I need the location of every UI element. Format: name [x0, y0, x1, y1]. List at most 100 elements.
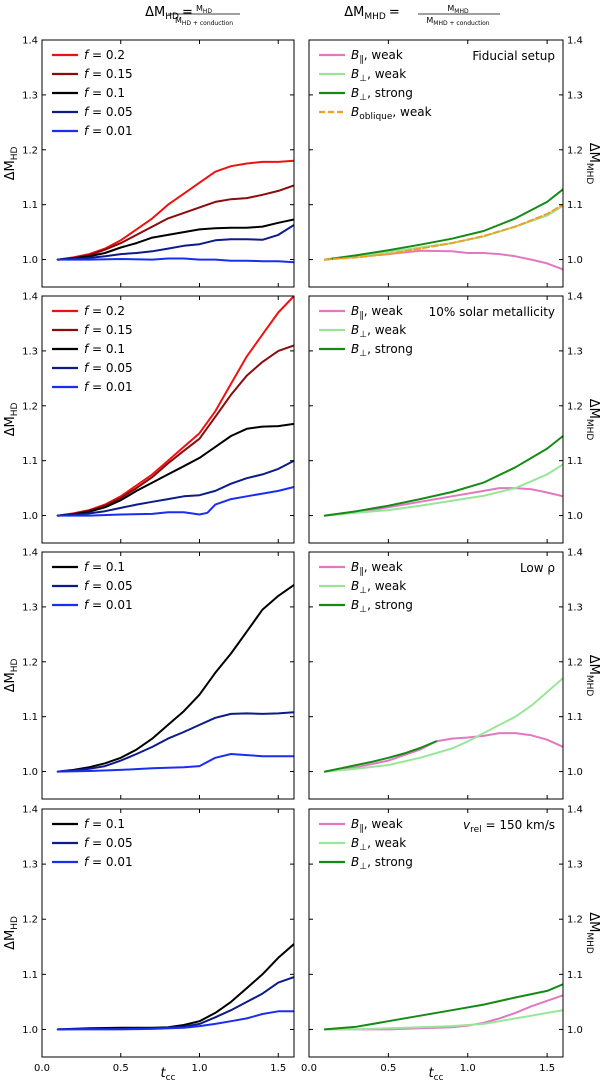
legend-label-0: f = 0.1: [84, 817, 125, 831]
series-line-2: [323, 188, 563, 261]
panel-annotation: Fiducial setup: [472, 49, 555, 63]
legend-label-1: B⊥, weak: [351, 579, 406, 596]
y-tick-label: 1.0: [567, 1025, 583, 1036]
series-line-3: [323, 203, 563, 261]
svg-text:MMHD: MMHD: [447, 4, 469, 15]
y-tick-label: 1.4: [22, 805, 38, 816]
panel-row3-left: 1.0 1.1 1.2 1.3 1.4 ΔMHD f = 0.1 f = 0.05 f = 0.…: [3, 548, 295, 800]
x-tick-label: 1.5: [270, 1063, 286, 1074]
y-tick-label: 1.4: [567, 805, 583, 816]
left-title-fraction: MHD MHD + conduction: [168, 4, 240, 27]
panel-annotation: Low ρ: [520, 561, 555, 575]
x-tick-label: 1.0: [460, 1063, 476, 1074]
x-tick-label: 0.5: [380, 1063, 396, 1074]
legend-label-2: f = 0.1: [84, 86, 125, 100]
right-column-title: ΔMMHD =: [344, 5, 399, 22]
legend-label-3: f = 0.05: [84, 361, 133, 375]
y-tick-label: 1.4: [22, 548, 38, 559]
axes-frame: [308, 551, 564, 800]
right-title-num: M: [447, 4, 454, 13]
x-tick-label: 0.0: [34, 1063, 50, 1074]
y-tick-label: 1.4: [567, 292, 583, 303]
y-tick-label: 1.1: [22, 970, 38, 981]
legend-label-2: B⊥, strong: [351, 598, 413, 615]
series-line-1: [56, 711, 294, 773]
series-line-0: [56, 159, 294, 261]
axes-frame: [41, 551, 295, 800]
right-title-eq: =: [389, 5, 400, 20]
y-tick-label: 1.0: [22, 511, 38, 522]
x-tick-label: 1.5: [539, 1063, 555, 1074]
panels: 1.0 1.1 1.2 1.3 1.4 ΔMHD f = 0.2 f = 0.15 f = 0.…: [3, 36, 601, 1075]
series-line-1: [323, 463, 563, 517]
legend-label-0: f = 0.2: [84, 304, 125, 318]
axes-frame: [41, 39, 295, 288]
y-tick-label: 1.1: [567, 456, 583, 467]
y-tick-label: 1.0: [567, 767, 583, 778]
legend-label-2: f = 0.01: [84, 598, 133, 612]
y-tick-label: 1.0: [22, 1025, 38, 1036]
left-title-lhs-sub: HD: [165, 12, 179, 22]
panel-annotation: vrel = 150 km/s: [463, 818, 555, 835]
svg-text:MHD: MHD: [196, 4, 212, 15]
left-title-den-sub: HD + conduction: [182, 20, 233, 27]
series-line-2: [56, 218, 294, 261]
y-axis-label: ΔMMHD: [584, 912, 601, 954]
series-line-1: [56, 184, 294, 261]
legend-label-2: f = 0.1: [84, 342, 125, 356]
legend-label-2: B⊥, strong: [351, 86, 413, 103]
y-tick-label: 1.2: [22, 915, 38, 926]
axes-frame: [41, 295, 295, 544]
legend-label-1: f = 0.15: [84, 67, 133, 81]
left-column-title: ΔMHD =: [145, 5, 193, 22]
x-tick-label: 0.5: [113, 1063, 129, 1074]
left-title-eq: =: [182, 5, 193, 20]
y-axis-label: ΔMMHD: [584, 399, 601, 441]
legend-label-0: B∥, weak: [351, 560, 403, 577]
y-axis-label: ΔMMHD: [584, 655, 601, 697]
panel-row4-right: 0.0 0.5 1.0 1.5 1.0 1.1 1.2 1.3 1.4 ΔMMHD B∥, weak…: [301, 805, 601, 1075]
series-line-2: [56, 1010, 294, 1031]
series-line-0: [323, 487, 563, 517]
right-title-lhs: ΔM: [344, 5, 364, 20]
y-tick-label: 1.2: [22, 401, 38, 412]
panel-row2-left: 1.0 1.1 1.2 1.3 1.4 ΔMHD f = 0.2 f = 0.15 f = 0.…: [3, 292, 295, 544]
x-tick-label: 0.0: [301, 1063, 317, 1074]
y-tick-label: 1.2: [567, 145, 583, 156]
series-line-2: [323, 983, 563, 1031]
legend-label-0: f = 0.2: [84, 48, 125, 62]
right-title-den-sub: MHD + conduction: [433, 20, 490, 27]
x-axis-label: tcc: [428, 1066, 443, 1082]
y-tick-label: 1.2: [567, 915, 583, 926]
y-axis-label: ΔMHD: [3, 403, 20, 437]
y-tick-label: 1.2: [567, 657, 583, 668]
legend-label-1: f = 0.05: [84, 579, 133, 593]
panel-row1-left: 1.0 1.1 1.2 1.3 1.4 ΔMHD f = 0.2 f = 0.15 f = 0.…: [3, 36, 295, 288]
panel-annotation: 10% solar metallicity: [429, 305, 555, 319]
y-tick-label: 1.3: [22, 90, 38, 101]
y-tick-label: 1.4: [567, 548, 583, 559]
legend-label-0: B∥, weak: [351, 817, 403, 834]
legend-label-0: f = 0.1: [84, 560, 125, 574]
svg-text:MMHD + conduction: MMHD + conduction: [426, 16, 489, 27]
series-line-4: [56, 257, 294, 264]
legend-label-4: f = 0.01: [84, 380, 133, 394]
series-line-3: [56, 224, 294, 261]
y-tick-label: 1.2: [22, 145, 38, 156]
panel-row4-left: 0.0 0.5 1.0 1.5 1.0 1.1 1.2 1.3 1.4 ΔMHD f = 0.1 f …: [3, 805, 295, 1074]
left-title-lhs: ΔM: [145, 5, 165, 20]
series-line-1: [323, 1009, 563, 1031]
y-axis-label: ΔMMHD: [584, 143, 601, 185]
legend-label-2: B⊥, strong: [351, 855, 413, 872]
series-line-2: [56, 422, 294, 517]
left-title-num-sub: HD: [203, 8, 213, 15]
legend-label-1: B⊥, weak: [351, 323, 406, 340]
y-tick-label: 1.2: [567, 401, 583, 412]
axes-frame: [308, 295, 564, 544]
panel-row3-right: 1.0 1.1 1.2 1.3 1.4 ΔMMHD B∥, weak B⊥, weak B⊥, …: [308, 548, 601, 800]
y-tick-label: 1.1: [567, 200, 583, 211]
right-title-num-sub: MHD: [454, 8, 469, 15]
series-line-2: [56, 753, 294, 773]
y-tick-label: 1.0: [567, 255, 583, 266]
